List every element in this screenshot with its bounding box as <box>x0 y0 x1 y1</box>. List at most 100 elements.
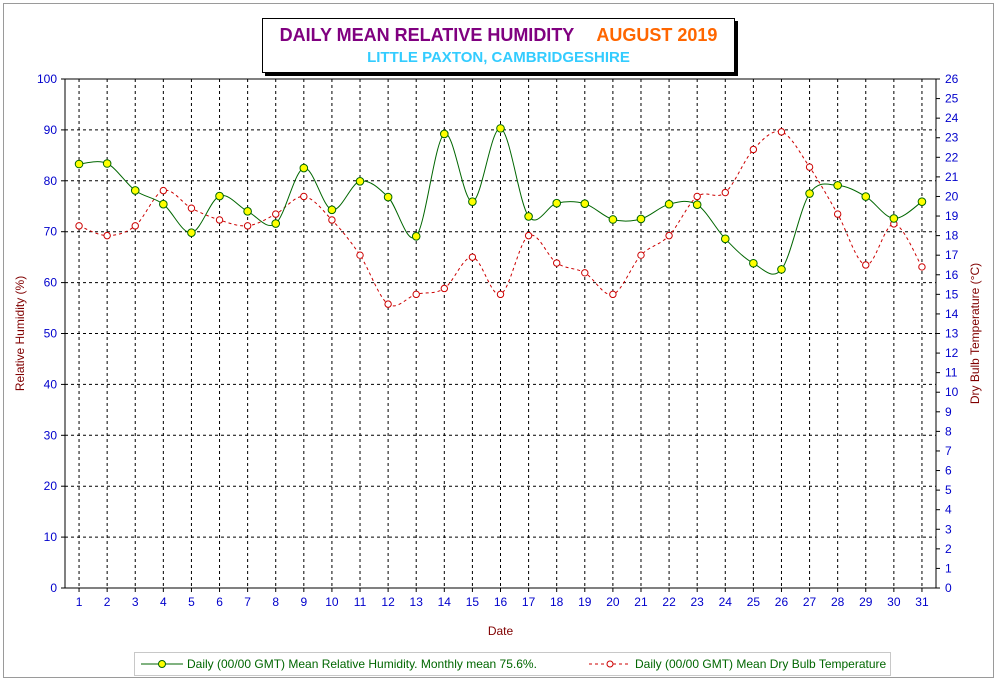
point-humidity <box>608 215 618 224</box>
y-tick-label: 0 <box>50 581 57 595</box>
x-tick-label: 26 <box>775 595 789 609</box>
y2-tick-label: 26 <box>945 72 959 86</box>
legend-swatch-humidity <box>141 660 183 668</box>
y-axis-title: Relative Humidity (%) <box>13 276 27 391</box>
y2-axis-title: Dry Bulb Temperature (°C) <box>968 263 982 404</box>
point-temperature <box>468 253 477 261</box>
point-humidity <box>299 163 309 173</box>
y-tick-label: 90 <box>44 123 58 137</box>
x-tick-label: 28 <box>831 595 845 609</box>
y2-tick-label: 24 <box>945 111 959 125</box>
y-tick-label: 70 <box>44 225 58 239</box>
point-humidity <box>636 214 646 224</box>
chart-period: AUGUST 2019 <box>596 25 718 45</box>
point-temperature <box>159 186 168 195</box>
point-humidity <box>215 191 224 201</box>
chart-legend: Daily (00/00 GMT) Mean Relative Humidity… <box>134 652 891 676</box>
point-temperature <box>243 222 252 230</box>
point-humidity <box>411 231 421 241</box>
y-tick-label: 50 <box>44 327 58 341</box>
x-tick-label: 30 <box>887 595 901 609</box>
point-temperature <box>749 145 758 154</box>
y2-tick-label: 18 <box>945 229 959 243</box>
x-tick-label: 2 <box>104 595 111 609</box>
x-tick-label: 14 <box>438 595 452 609</box>
x-tick-label: 12 <box>381 595 395 609</box>
y2-tick-label: 16 <box>945 268 959 282</box>
point-humidity <box>243 207 252 216</box>
y2-tick-label: 23 <box>945 131 959 145</box>
point-temperature <box>496 290 505 299</box>
point-humidity <box>861 192 871 201</box>
x-tick-label: 5 <box>188 595 195 609</box>
y-tick-label: 60 <box>44 276 58 290</box>
x-tick-label: 8 <box>272 595 279 609</box>
point-humidity <box>833 181 842 190</box>
legend-label-temperature: Daily (00/00 GMT) Mean Dry Bulb Temperat… <box>635 657 887 671</box>
y2-tick-label: 5 <box>945 483 952 497</box>
x-tick-label: 23 <box>690 595 704 609</box>
x-tick-label: 24 <box>719 595 733 609</box>
point-humidity <box>720 234 730 244</box>
point-temperature <box>833 210 842 218</box>
y2-tick-label: 12 <box>945 346 959 360</box>
point-temperature <box>524 231 533 240</box>
x-tick-label: 9 <box>300 595 307 609</box>
y-tick-label: 10 <box>44 530 58 544</box>
point-temperature <box>665 231 673 240</box>
y2-tick-label: 2 <box>945 542 952 556</box>
y2-tick-label: 11 <box>945 366 958 380</box>
x-tick-label: 27 <box>803 595 817 609</box>
x-tick-label: 20 <box>606 595 620 609</box>
y2-tick-label: 3 <box>945 522 952 536</box>
x-tick-label: 22 <box>662 595 676 609</box>
y2-tick-label: 25 <box>945 92 959 106</box>
x-tick-label: 29 <box>859 595 873 609</box>
x-tick-label: 31 <box>915 595 929 609</box>
point-temperature <box>805 163 814 171</box>
point-temperature <box>272 210 280 218</box>
chart-subtitle: LITTLE PAXTON, CAMBRIDGESHIRE <box>367 49 630 66</box>
point-humidity <box>187 228 196 238</box>
x-tick-label: 4 <box>160 595 167 609</box>
point-temperature <box>75 222 83 230</box>
x-axis-title: Date <box>488 624 514 638</box>
point-humidity <box>271 219 281 228</box>
legend-swatch-temperature <box>589 660 631 668</box>
point-temperature <box>581 269 589 277</box>
point-temperature <box>721 188 729 197</box>
point-humidity <box>468 197 477 206</box>
point-temperature <box>777 128 786 136</box>
chart-title: DAILY MEAN RELATIVE HUMIDITY <box>279 25 575 45</box>
point-humidity <box>102 159 112 168</box>
point-humidity <box>159 199 168 209</box>
point-humidity <box>524 212 533 221</box>
point-temperature <box>328 216 336 224</box>
x-tick-label: 3 <box>132 595 139 609</box>
y2-tick-label: 15 <box>945 287 959 301</box>
legend-item-temperature: Daily (00/00 GMT) Mean Dry Bulb Temperat… <box>589 657 886 671</box>
point-temperature <box>552 259 561 267</box>
point-humidity <box>917 197 927 206</box>
x-tick-label: 15 <box>466 595 480 609</box>
chart-title-box: DAILY MEAN RELATIVE HUMIDITY AUGUST 2019 … <box>262 18 735 73</box>
point-temperature <box>637 251 645 259</box>
x-tick-label: 18 <box>550 595 564 609</box>
y2-tick-label: 21 <box>945 170 959 184</box>
point-temperature <box>187 204 196 212</box>
x-tick-label: 17 <box>522 595 536 609</box>
y2-tick-label: 9 <box>945 405 952 419</box>
y2-tick-label: 13 <box>945 327 959 341</box>
figure-frame <box>3 3 994 678</box>
point-humidity <box>889 214 899 223</box>
point-temperature <box>103 231 111 240</box>
y-tick-label: 40 <box>44 377 58 391</box>
y2-tick-label: 1 <box>945 561 952 575</box>
point-temperature <box>215 216 224 224</box>
x-tick-label: 13 <box>410 595 424 609</box>
y2-tick-label: 10 <box>945 385 959 399</box>
x-tick-label: 16 <box>494 595 508 609</box>
point-temperature <box>693 192 701 201</box>
